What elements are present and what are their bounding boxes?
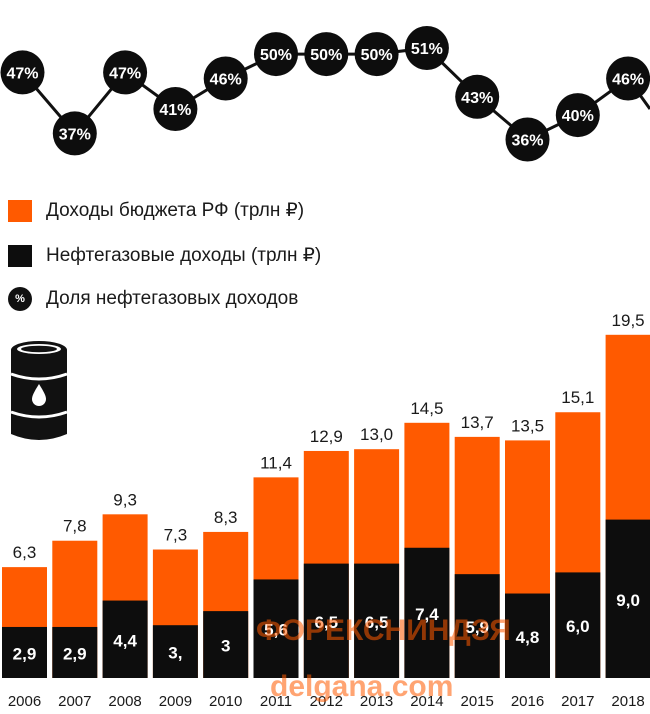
share-label-2010: 46%: [210, 72, 242, 89]
share-point-2008: [103, 50, 148, 95]
oil-gas-bar-2006: [2, 626, 47, 678]
x-tick-label-2014: 2014: [410, 693, 443, 710]
oil-gas-value-label-2017: 6,0: [566, 617, 590, 636]
share-point-2012: [304, 32, 349, 77]
oil-gas-value-label-2016: 4,8: [516, 628, 540, 647]
x-tick-label-2016: 2016: [511, 693, 544, 710]
oil-gas-bar-2012: [303, 563, 349, 678]
share-label-2008: 47%: [109, 65, 141, 82]
oil-gas-value-label-2010: 3: [221, 637, 230, 656]
oil-gas-value-label-2006: 2,9: [13, 644, 37, 663]
budget-value-label-2012: 12,9: [310, 427, 343, 446]
oil-gas-bar-2009: [152, 625, 198, 678]
budget-value-label-2009: 7,3: [164, 526, 188, 545]
budget-value-label-2017: 15,1: [561, 388, 594, 407]
oil-gas-bar-2007: [52, 626, 98, 678]
budget-value-label-2010: 8,3: [214, 508, 238, 527]
share-point-2016: [505, 117, 550, 162]
oil-gas-bar-2011: [253, 579, 299, 678]
oil-gas-bar-2008: [102, 600, 148, 678]
budget-value-label-2018: 19,5: [612, 311, 645, 330]
x-tick-label-2006: 2006: [8, 693, 41, 710]
x-tick-label-2007: 2007: [58, 693, 91, 710]
oil-gas-value-label-2014: 7,4: [415, 605, 439, 624]
oil-barrel-icon: [10, 341, 68, 440]
share-point-2011: [254, 32, 298, 77]
oil-gas-value-label-2007: 2,9: [63, 644, 87, 663]
share-point-2015: [455, 74, 500, 119]
x-tick-label-2009: 2009: [159, 693, 192, 710]
legend-label-oil-gas: Нефтегазовые доходы (трлн ₽): [46, 245, 322, 266]
x-tick-label-2017: 2017: [561, 693, 594, 710]
share-label-2007: 37%: [59, 126, 91, 143]
budget-value-label-2013: 13,0: [360, 425, 393, 444]
share-label-2011: 50%: [260, 47, 292, 64]
x-tick-label-2015: 2015: [461, 693, 494, 710]
watermark-site: delgana.com: [270, 670, 454, 703]
oil-gas-bar-2018: [605, 519, 650, 678]
oil-gas-bar-2010: [203, 611, 249, 678]
share-label-2006: 47%: [6, 65, 38, 82]
oil-gas-bar-2013: [354, 563, 400, 678]
legend-swatch-oil-gas: [8, 244, 32, 267]
oil-gas-value-label-2013: 6,5: [365, 613, 389, 632]
share-label-2013: 50%: [361, 47, 393, 64]
budget-value-label-2011: 11,4: [260, 453, 292, 472]
share-point-2017: [555, 93, 600, 138]
budget-value-label-2008: 9,3: [113, 490, 137, 509]
legend-swatch-budget: [8, 199, 32, 222]
share-label-2015: 43%: [461, 90, 493, 107]
share-label-2012: 50%: [310, 47, 342, 64]
x-tick-label-2013: 2013: [360, 693, 393, 710]
oil-gas-value-label-2012: 6,5: [314, 613, 338, 632]
share-label-2009: 41%: [159, 102, 191, 119]
oil-gas-value-label-2015: 5,9: [465, 618, 489, 637]
oil-gas-value-label-2009: 3,: [168, 644, 182, 663]
share-label-2017: 40%: [562, 108, 594, 125]
budget-value-label-2006: 6,3: [13, 543, 37, 562]
budget-value-label-2014: 14,5: [410, 399, 443, 418]
legend-item-share: % Доля нефтегазовых доходов: [8, 287, 298, 311]
budget-value-label-2007: 7,8: [63, 517, 87, 536]
legend-label-share: Доля нефтегазовых доходов: [46, 288, 299, 309]
budget-value-label-2016: 13,5: [511, 416, 544, 435]
legend-item-budget: Доходы бюджета РФ (трлн ₽): [8, 199, 304, 222]
oil-gas-value-label-2018: 9,0: [616, 591, 640, 610]
legend-label-budget: Доходы бюджета РФ (трлн ₽): [46, 200, 305, 221]
share-label-2014: 51%: [411, 41, 443, 58]
share-point-2009: [153, 87, 198, 131]
budget-value-label-2015: 13,7: [461, 413, 494, 432]
share-point-2007: [52, 111, 97, 156]
share-label-2018: 46%: [612, 72, 644, 89]
oil-gas-value-label-2011: 5,6: [264, 621, 288, 640]
x-tick-label-2008: 2008: [108, 693, 141, 710]
share-point-2013: [354, 32, 399, 77]
share-point-2010: [203, 56, 248, 101]
x-tick-label-2011: 2011: [260, 693, 292, 710]
watermark-brand: ФОРЕКСНИНДЗЯ: [256, 614, 511, 647]
legend-percent-icon: %: [8, 287, 32, 311]
x-tick-label-2012: 2012: [310, 693, 343, 710]
share-label-2016: 36%: [511, 133, 543, 150]
share-point-2014: [404, 26, 449, 70]
legend-item-oil-gas: Нефтегазовые доходы (трлн ₽): [8, 244, 321, 267]
oil-gas-bar-2017: [555, 572, 601, 678]
oil-gas-bar-2016: [505, 593, 550, 678]
share-point-2006: [0, 50, 45, 95]
oil-gas-bar-2014: [404, 547, 450, 678]
oil-gas-value-label-2008: 4,4: [113, 631, 137, 650]
share-point-2018: [606, 56, 650, 101]
x-tick-label-2018: 2018: [611, 693, 644, 710]
oil-gas-bar-2015: [454, 574, 500, 678]
x-tick-label-2010: 2010: [209, 693, 242, 710]
